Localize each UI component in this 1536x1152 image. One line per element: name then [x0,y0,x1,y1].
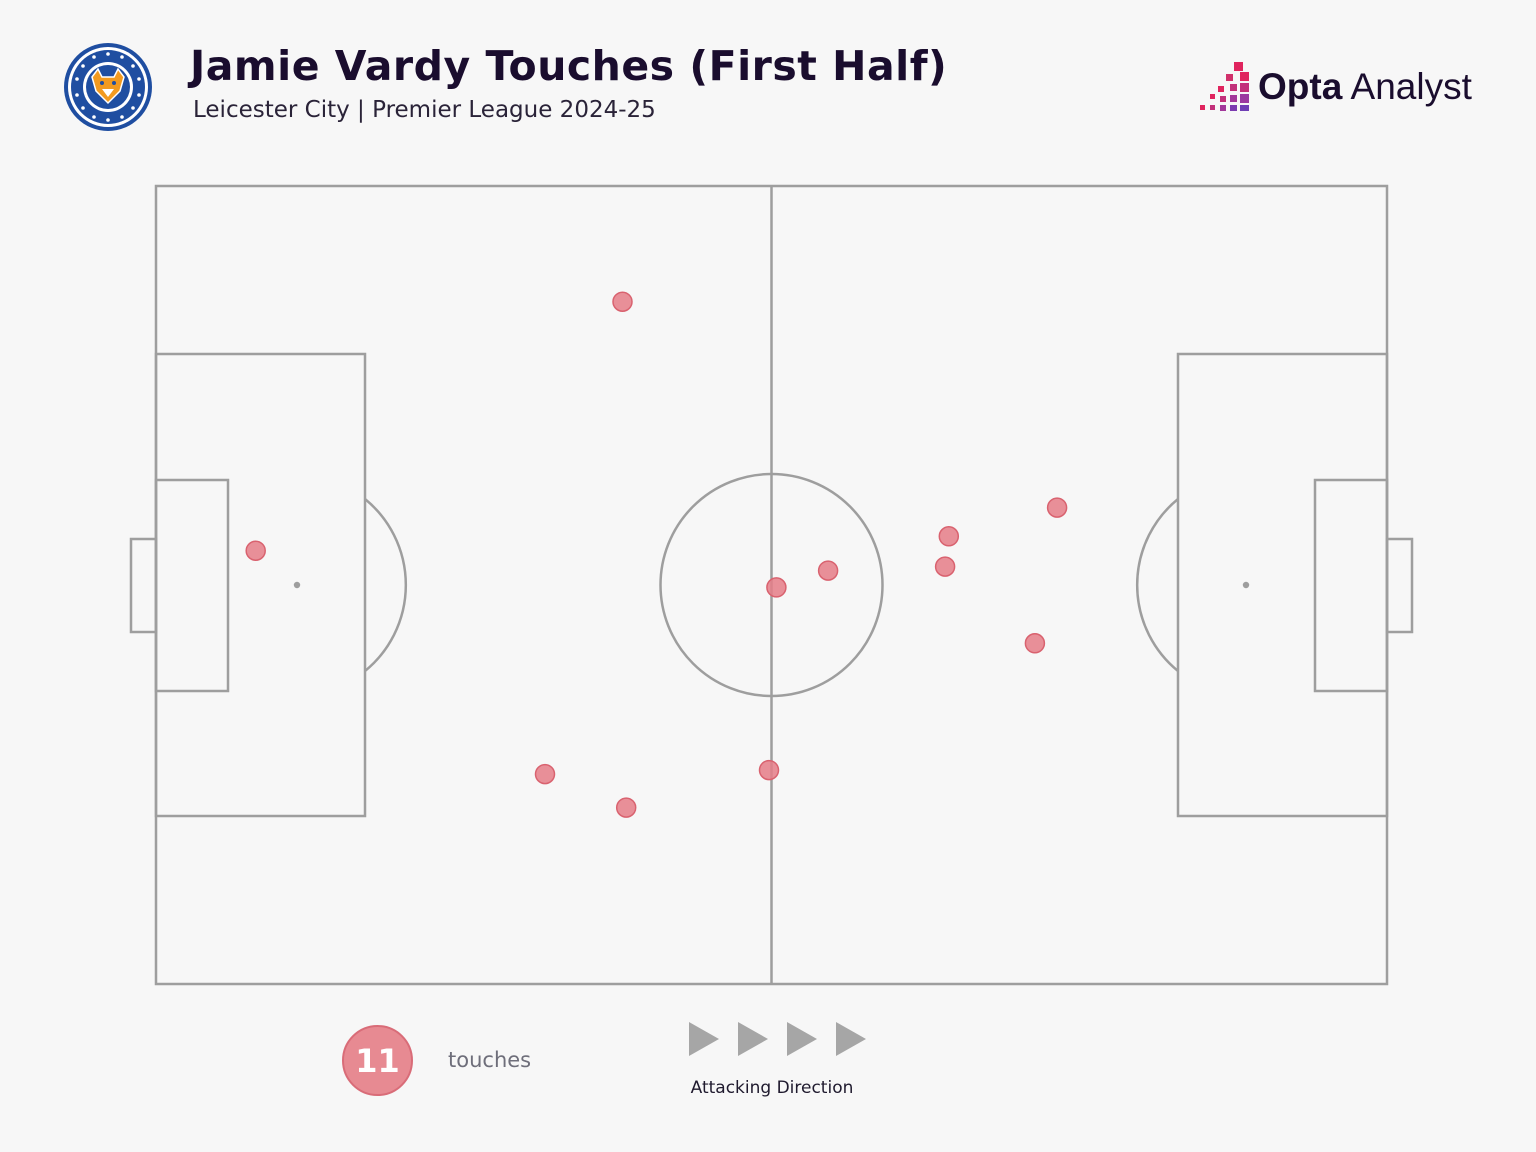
touch-point [817,560,839,581]
right-penalty-area [1176,352,1389,818]
right-penalty-spot [1242,581,1250,589]
direction-arrow-icon [836,1022,866,1056]
touch-point [245,540,266,561]
right-penalty-arc [1136,498,1179,672]
page-title: Jamie Vardy Touches (First Half) [190,42,948,90]
attacking-direction-label: Attacking Direction [690,1078,854,1098]
left-goal [129,537,158,634]
right-goal [1385,537,1414,634]
leicester-city-crest-icon [64,43,152,131]
touch-point [612,291,633,312]
header: Jamie Vardy Touches (First Half) Leicest… [0,0,1536,150]
right-six-yard-box [1313,478,1389,693]
direction-arrow-icon [738,1022,768,1056]
opta-mark-icon [1200,62,1249,111]
direction-arrow-icon [787,1022,817,1056]
left-six-yard-box [154,478,230,693]
attacking-direction-arrows [686,1022,870,1060]
brand-name-bold: Opta [1258,66,1343,107]
brand-logo: Opta Analyst [1196,58,1486,114]
centre-circle [659,472,884,698]
left-penalty-spot [293,581,301,589]
left-penalty-area [154,352,367,818]
touch-point [938,526,960,547]
footer-legend: 11 touches Attacking Direction [0,1000,1536,1152]
touch-point [534,763,556,785]
brand-name: Opta Analyst [1258,66,1472,108]
touch-count-badge: 11 [342,1025,413,1096]
direction-arrow-icon [689,1022,719,1056]
brand-name-light: Analyst [1350,66,1472,107]
touch-point [758,759,780,781]
touch-point [934,556,956,577]
touch-count-label: touches [448,1048,532,1072]
touch-point [1046,497,1068,518]
left-penalty-arc [364,498,407,672]
page-subtitle: Leicester City | Premier League 2024-25 [193,97,656,123]
touch-point [615,797,637,818]
touch-points [245,291,1068,818]
touch-point [1024,633,1046,654]
touch-point [766,577,787,598]
